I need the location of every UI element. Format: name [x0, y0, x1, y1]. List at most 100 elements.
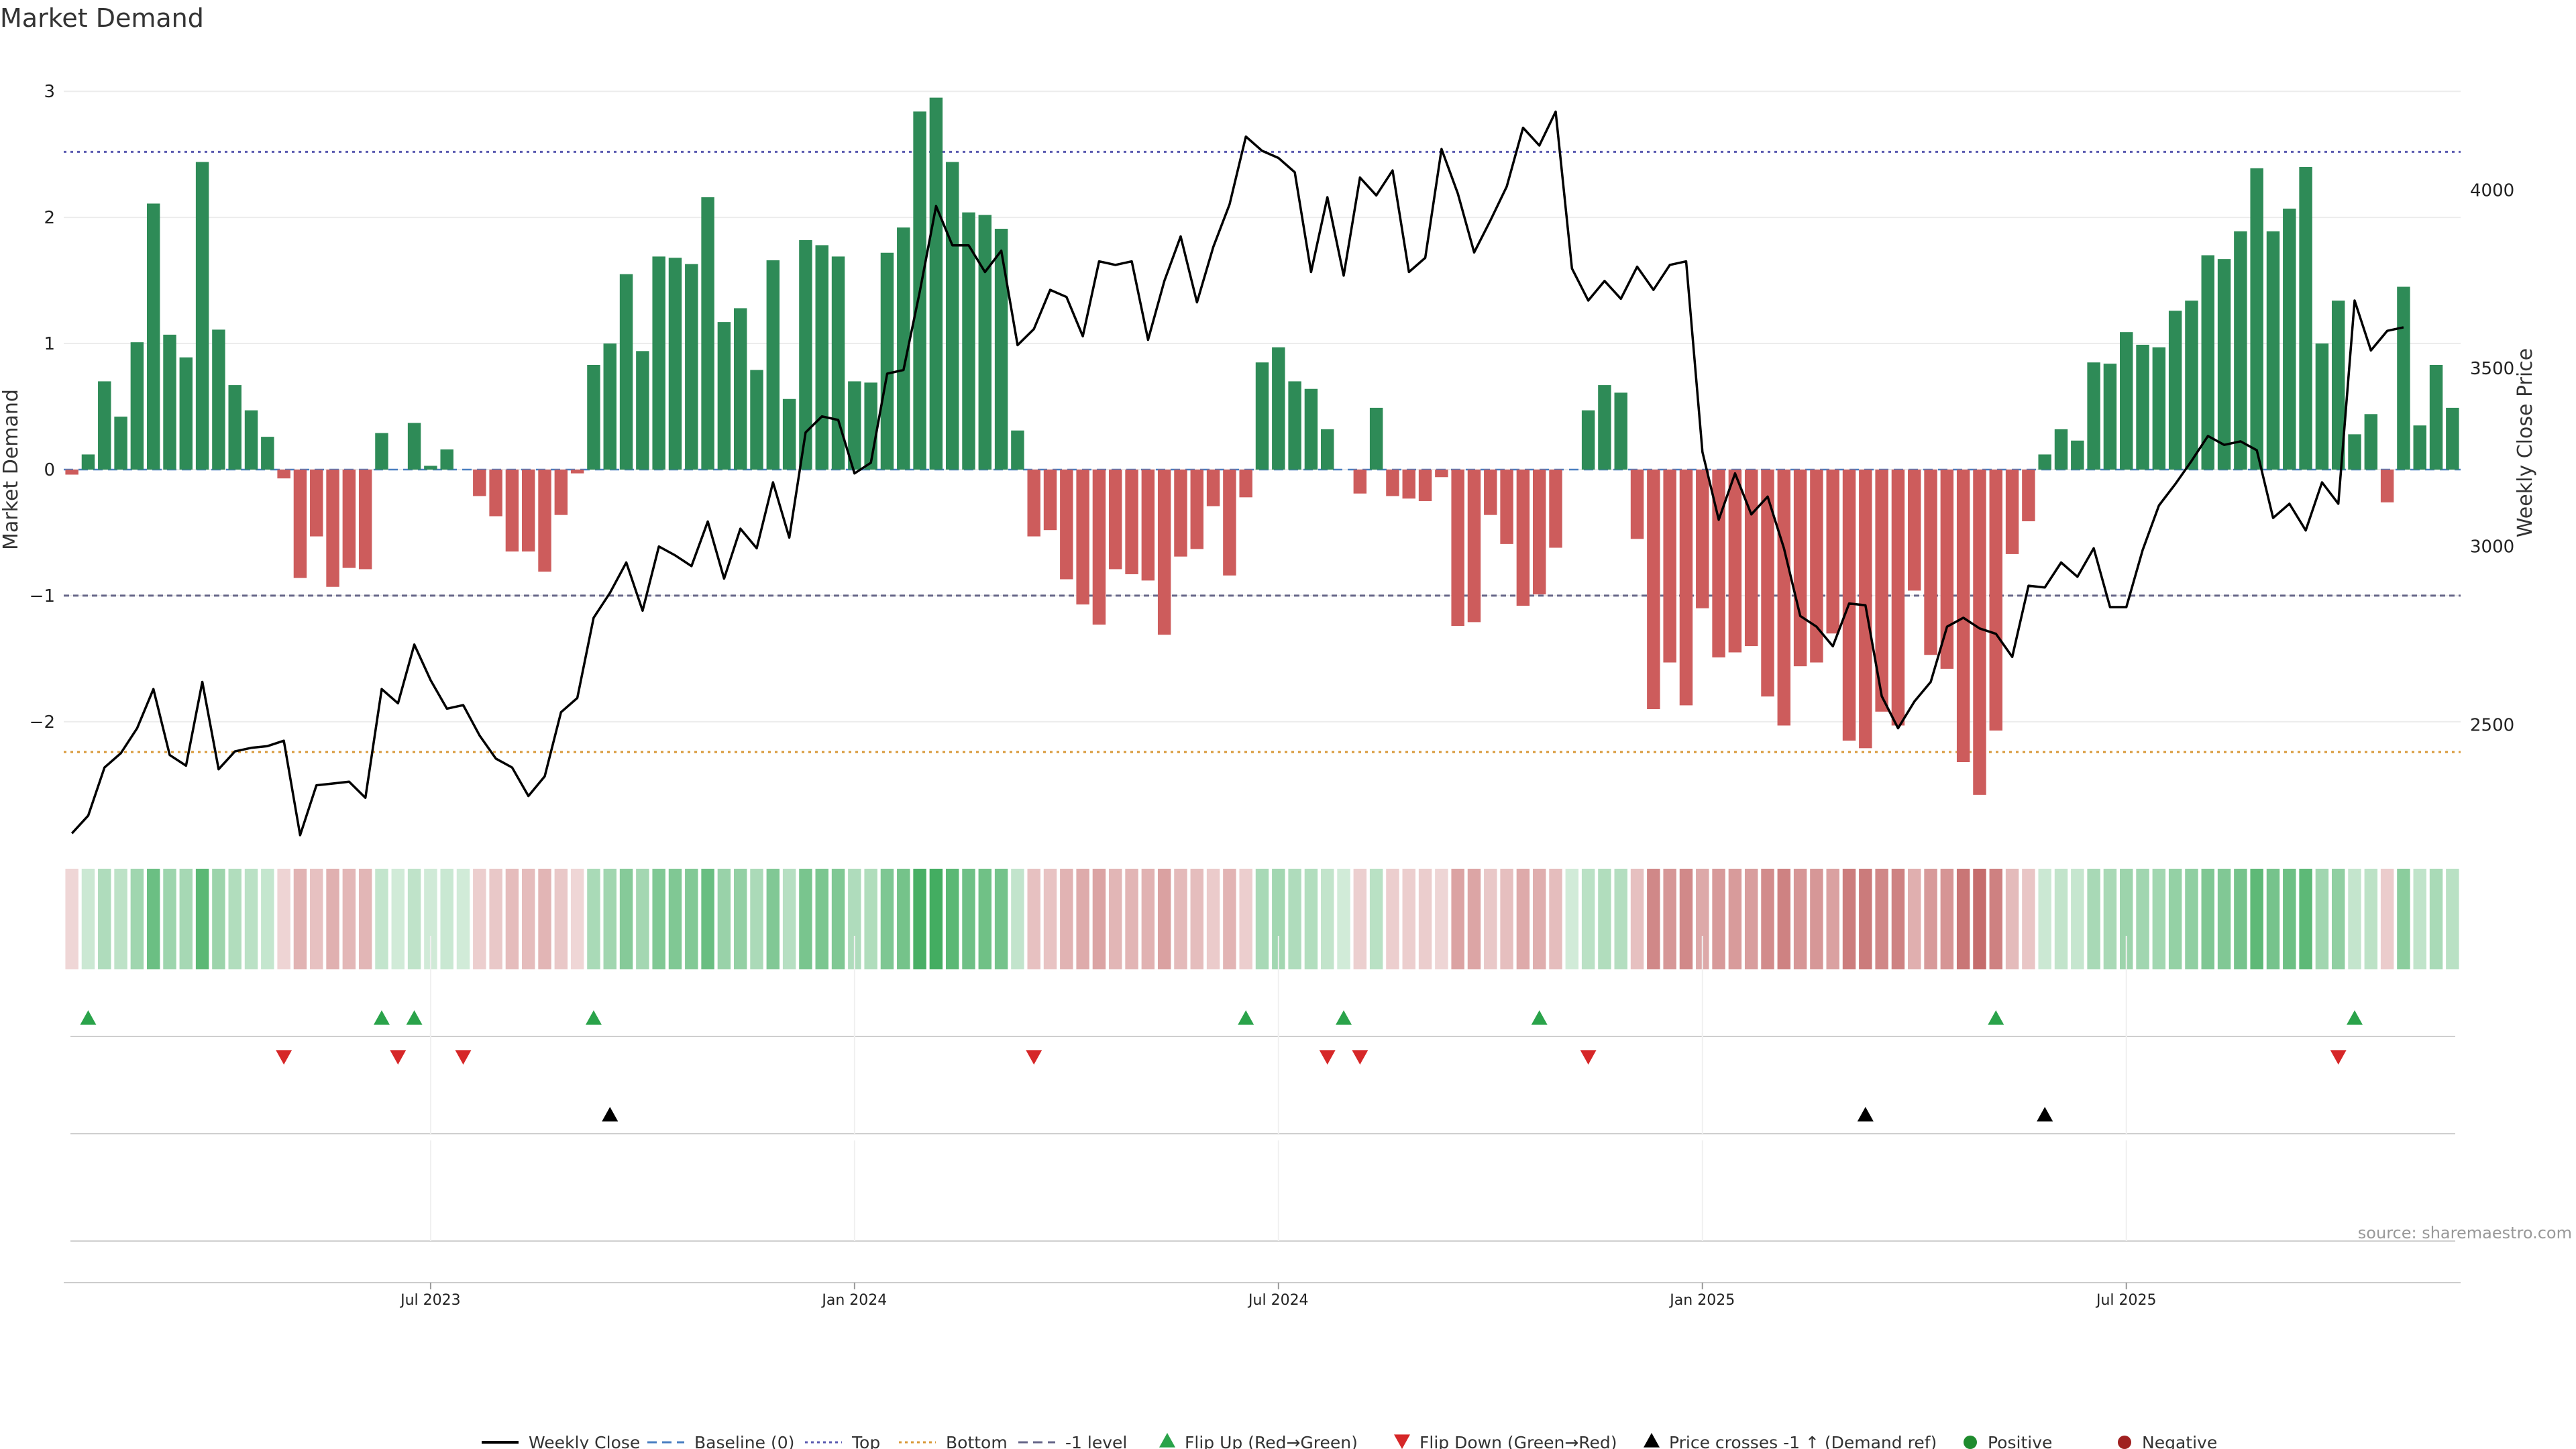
heat-cell [570, 869, 584, 969]
demand-bar [310, 469, 323, 537]
flip-down-marker [1026, 1050, 1042, 1065]
heat-cell [1891, 869, 1905, 969]
heat-cell [717, 869, 731, 969]
y2-axis-label: Weekly Close Price [2514, 348, 2537, 537]
heat-cell [1598, 869, 1611, 969]
demand-bar [1451, 469, 1464, 627]
heat-cell [2054, 869, 2068, 969]
y-axis-left: 3 2 1 0 −1 −2 [30, 82, 55, 733]
demand-bar [538, 469, 551, 572]
flip-up-marker [373, 1010, 390, 1025]
demand-bar [1891, 469, 1905, 726]
heat-cell [945, 869, 959, 969]
heat-cell [1500, 869, 1513, 969]
heat-cell [1402, 869, 1415, 969]
demand-bar [897, 227, 910, 470]
heat-cell [538, 869, 551, 969]
heat-cell [1223, 869, 1236, 969]
demand-bar [1956, 469, 1970, 762]
legend-swatch [1964, 1436, 1977, 1449]
demand-bar [2348, 434, 2361, 470]
flip-up-marker [1531, 1010, 1548, 1025]
demand-bar [1679, 469, 1693, 706]
flip-up-marker [1336, 1010, 1352, 1025]
price-cross-marker [1857, 1107, 1874, 1122]
demand-bar [652, 256, 665, 470]
demand-bar [2087, 362, 2100, 470]
heat-cell [1092, 869, 1106, 969]
demand-bar [2234, 231, 2247, 470]
heat-cell [1842, 869, 1856, 969]
heat-cell [1761, 869, 1774, 969]
demand-bar [2364, 414, 2378, 470]
demand-bar [1973, 469, 1986, 795]
heat-strip [65, 869, 2459, 969]
heat-cell [1630, 869, 1644, 969]
legend-label: Positive [1988, 1433, 2052, 1449]
demand-bar [1500, 469, 1513, 544]
heat-cell [1565, 869, 1579, 969]
price-line-group [70, 110, 2404, 837]
heat-cell [1614, 869, 1627, 969]
demand-bar [1190, 469, 1203, 549]
demand-bar [782, 398, 796, 470]
heat-cell [1679, 869, 1693, 969]
heat-cell [1875, 869, 1888, 969]
demand-bar [1826, 469, 1839, 634]
heat-cell [1255, 869, 1269, 969]
legend-label: Price crosses -1 ↑ (Demand ref) [1669, 1433, 1937, 1449]
heat-cell [619, 869, 633, 969]
heat-cell [522, 869, 535, 969]
heat-cell [733, 869, 747, 969]
heat-cell [1027, 869, 1040, 969]
heat-cell [1826, 869, 1839, 969]
demand-bar [1924, 469, 1937, 655]
demand-bar [2250, 168, 2263, 470]
demand-bar [978, 215, 992, 470]
heat-cell [1304, 869, 1318, 969]
heat-cell [2136, 869, 2149, 969]
demand-bar [945, 162, 959, 470]
heat-cell [98, 869, 111, 969]
legend-label: Bottom [946, 1433, 1008, 1449]
heat-cell [1451, 869, 1464, 969]
flip-up-marker [585, 1010, 602, 1025]
demand-bar [1223, 469, 1236, 576]
marker-panels [70, 936, 2455, 1242]
demand-bar [1663, 469, 1676, 663]
demand-bar [2380, 469, 2394, 502]
heat-cell [913, 869, 926, 969]
heat-cell [2217, 869, 2231, 969]
demand-bar [1272, 347, 1285, 470]
heat-cell [1989, 869, 2002, 969]
heat-cell [554, 869, 568, 969]
legend-label: Flip Up (Red→Green) [1185, 1433, 1358, 1449]
flip-down-marker [2330, 1050, 2347, 1065]
demand-bar [1076, 469, 1089, 605]
demand-bar [2217, 259, 2231, 470]
flip-up-marker [80, 1010, 97, 1025]
heat-cell [375, 869, 388, 969]
heat-cell [587, 869, 600, 969]
demand-bar [717, 322, 731, 470]
y-axis-label: Market Demand [0, 389, 23, 550]
heat-cell [1109, 869, 1122, 969]
heat-cell [1467, 869, 1481, 969]
demand-bar [1386, 469, 1399, 496]
demand-bar [375, 433, 388, 470]
heat-cell [929, 869, 943, 969]
heat-cell [652, 869, 665, 969]
heat-cell [212, 869, 225, 969]
heat-cell [2103, 869, 2117, 969]
demand-bar [146, 203, 160, 470]
x-axis: Jul 2023 Jan 2024 Jul 2024 Jan 2025 Jul 2025 [64, 1282, 2461, 1309]
demand-bar [1712, 469, 1725, 658]
demand-bar [2152, 347, 2166, 470]
heat-cell [2446, 869, 2459, 969]
demand-bar [2022, 469, 2035, 522]
demand-bar [522, 469, 535, 552]
demand-bar [179, 357, 193, 470]
demand-bar [1810, 469, 1823, 663]
y2-tick-label: 3000 [2470, 537, 2514, 557]
demand-bar [766, 260, 780, 470]
